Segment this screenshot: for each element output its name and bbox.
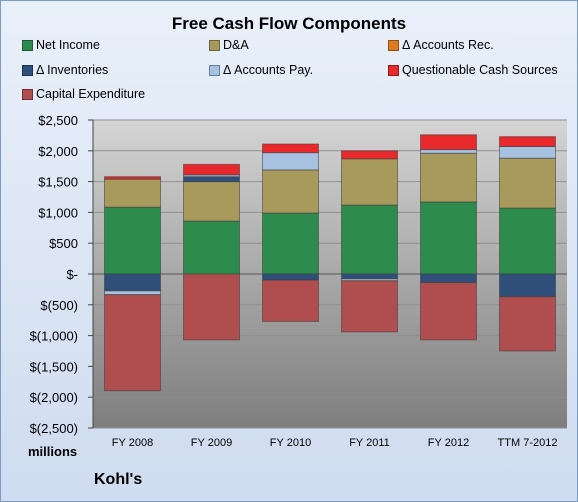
y-tick-label: $1,500 xyxy=(38,175,78,190)
bar-segment xyxy=(104,290,161,296)
bar-segment xyxy=(341,204,398,275)
x-tick-label: FY 2011 xyxy=(349,437,390,449)
legend-swatch-accounts-pay xyxy=(209,64,220,76)
bar-segment xyxy=(262,212,319,275)
bar-segment xyxy=(499,273,556,298)
y-tick-label: $(2,000) xyxy=(30,390,78,405)
bar-segment xyxy=(499,145,556,159)
bar-segment xyxy=(341,273,398,280)
bar-segment xyxy=(183,220,240,275)
units-label: millions xyxy=(28,444,78,459)
bar-segment xyxy=(341,158,398,206)
bar-segment xyxy=(262,169,319,214)
company-name: Kohl's xyxy=(94,471,143,488)
x-tick-label: FY 2012 xyxy=(428,437,469,449)
legend-swatch-net-income xyxy=(22,39,33,51)
bar-segment xyxy=(183,163,240,176)
bar-segment xyxy=(262,273,319,281)
y-tick-label: $(500) xyxy=(40,298,78,313)
bar-segment xyxy=(262,279,319,322)
legend-label-capex: Capital Expenditure xyxy=(36,87,146,101)
bar-segment xyxy=(104,273,161,292)
legend-item-accounts-rec: Δ Accounts Rec. xyxy=(388,38,494,52)
bar-segment xyxy=(420,273,477,284)
bar-segment xyxy=(183,273,240,341)
legend-label-inventories: Δ Inventories xyxy=(36,63,109,77)
y-tick-label: $(2,500) xyxy=(30,421,78,436)
legend-swatch-accounts-rec xyxy=(388,39,399,51)
legend-item-accounts-pay: Δ Accounts Pay. xyxy=(209,63,313,77)
bar-segment xyxy=(183,176,240,183)
bar-segment xyxy=(262,152,319,171)
legend-item-capex: Capital Expenditure xyxy=(22,87,145,101)
bar-segment xyxy=(183,181,240,222)
legend-label-accounts-rec: Δ Accounts Rec. xyxy=(402,38,494,52)
x-tick-label: FY 2008 xyxy=(112,437,153,449)
y-tick-label: $(1,500) xyxy=(30,359,78,374)
bar-segment xyxy=(262,143,319,154)
y-tick-label: $2,000 xyxy=(38,144,78,159)
bar-segment xyxy=(104,178,161,208)
y-tick-label: $2,500 xyxy=(38,113,78,128)
legend-item-da: D&A xyxy=(209,38,249,52)
x-tick-label: FY 2010 xyxy=(270,437,311,449)
bar-segment xyxy=(104,176,161,180)
bar-segment xyxy=(499,207,556,275)
bar-segment xyxy=(104,206,161,275)
legend-swatch-inventories xyxy=(22,64,33,76)
legend-item-questionable: Questionable Cash Sources xyxy=(388,63,558,77)
bar-segment xyxy=(420,201,477,275)
y-tick-label: $- xyxy=(66,267,78,282)
bar-segment xyxy=(341,280,398,333)
y-tick-label: $1,000 xyxy=(38,205,78,220)
bar-segment xyxy=(420,152,477,203)
y-tick-label: $(1,000) xyxy=(30,329,78,344)
bar-segment xyxy=(499,136,556,147)
y-tick-label: $500 xyxy=(49,236,78,251)
legend-label-questionable: Questionable Cash Sources xyxy=(402,63,558,77)
legend-label-net-income: Net Income xyxy=(36,38,100,52)
legend-swatch-questionable xyxy=(388,64,399,76)
bar-segment xyxy=(104,294,161,392)
legend-swatch-capex xyxy=(22,88,33,100)
bar-segment xyxy=(341,150,398,160)
legend-label-accounts-pay: Δ Accounts Pay. xyxy=(223,63,314,77)
legend-swatch-da xyxy=(209,39,220,51)
bar-segment xyxy=(499,296,556,352)
legend-item-net-income: Net Income xyxy=(22,38,100,52)
x-tick-label: FY 2009 xyxy=(191,437,232,449)
legend-label-da: D&A xyxy=(223,38,249,52)
bar-segment xyxy=(420,149,477,154)
x-tick-label: TTM 7-2012 xyxy=(498,437,558,449)
bar-segment xyxy=(420,134,477,151)
bar-segment xyxy=(420,282,477,341)
bar-segment xyxy=(499,157,556,209)
legend-item-inventories: Δ Inventories xyxy=(22,63,108,77)
chart-title: Free Cash Flow Components xyxy=(171,14,407,33)
